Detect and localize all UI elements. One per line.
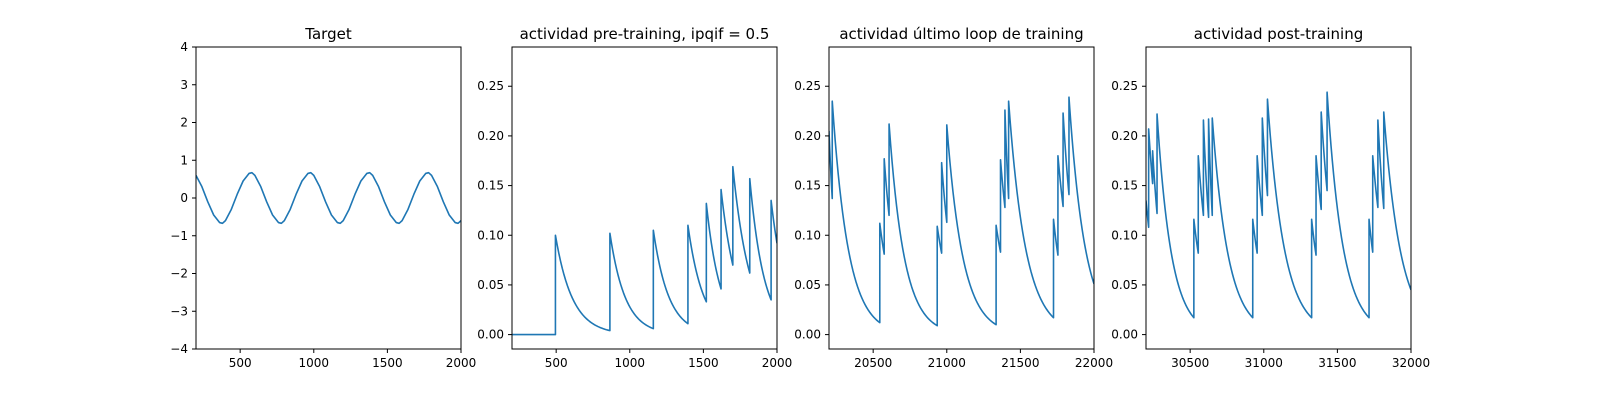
y-tick-label: 0.20 — [794, 129, 821, 143]
y-tick-label: 0.10 — [794, 228, 821, 242]
plot-area — [512, 165, 777, 336]
axes-frame — [511, 46, 778, 350]
y-tick-label: 0.15 — [1111, 179, 1138, 193]
y-axis-ticks: −4 −3 −2 −1 0 1 2 3 4 — [170, 40, 196, 356]
x-axis-ticks: 500 1000 1500 2000 — [545, 349, 793, 370]
x-tick-label: 30500 — [1171, 356, 1209, 370]
axes-frame — [1145, 46, 1412, 350]
x-tick-label: 31500 — [1318, 356, 1356, 370]
x-tick-label: 21000 — [928, 356, 966, 370]
subplot-title: Target — [304, 25, 352, 43]
plot-area — [1146, 91, 1411, 319]
y-axis-ticks: 0.00 0.05 0.10 0.15 0.20 0.25 — [477, 79, 512, 342]
x-tick-label: 22000 — [1075, 356, 1113, 370]
y-tick-label: 0.00 — [1111, 328, 1138, 342]
subplot-2: actividad pre-training, ipqif = 0.5 500 1… — [477, 25, 792, 370]
y-tick-label: 1 — [180, 153, 188, 167]
x-axis-ticks: 20500 21000 21500 22000 — [854, 349, 1113, 370]
subplot-1: Target 500 1000 1500 2000 −4 −3 −2 −1 0 1 2 3 4 — [170, 25, 476, 370]
y-tick-label: −3 — [170, 304, 188, 318]
x-tick-label: 2000 — [446, 356, 477, 370]
y-tick-label: 0.10 — [1111, 228, 1138, 242]
y-tick-label: 0 — [180, 191, 188, 205]
y-tick-label: −1 — [170, 229, 188, 243]
y-tick-label: 3 — [180, 78, 188, 92]
y-tick-label: 0.10 — [477, 228, 504, 242]
x-axis-ticks: 30500 31000 31500 32000 — [1171, 349, 1430, 370]
y-tick-label: 0.05 — [1111, 278, 1138, 292]
y-tick-label: 0.20 — [1111, 129, 1138, 143]
y-tick-label: 0.25 — [477, 79, 504, 93]
x-tick-label: 21500 — [1001, 356, 1039, 370]
x-tick-label: 20500 — [854, 356, 892, 370]
y-tick-label: 0.15 — [477, 179, 504, 193]
x-tick-label: 1500 — [688, 356, 719, 370]
plot-area — [196, 171, 461, 225]
series-line-1 — [829, 96, 1094, 327]
y-tick-label: 0.05 — [477, 278, 504, 292]
x-tick-label: 1000 — [299, 356, 330, 370]
y-tick-label: −4 — [170, 342, 188, 356]
y-axis-ticks: 0.00 0.05 0.10 0.15 0.20 0.25 — [794, 79, 829, 342]
subplot-title: actividad último loop de training — [839, 25, 1083, 43]
series-line-1 — [196, 171, 461, 225]
x-tick-label: 1000 — [615, 356, 646, 370]
x-tick-label: 31000 — [1245, 356, 1283, 370]
y-tick-label: 0.00 — [477, 328, 504, 342]
axes-frame — [828, 46, 1095, 350]
series-line-1 — [1146, 91, 1411, 319]
y-axis-ticks: 0.00 0.05 0.10 0.15 0.20 0.25 — [1111, 79, 1146, 342]
y-tick-label: 2 — [180, 116, 188, 130]
y-tick-label: 0.25 — [794, 79, 821, 93]
y-tick-label: 0.20 — [477, 129, 504, 143]
y-tick-label: 0.25 — [1111, 79, 1138, 93]
x-tick-label: 1500 — [372, 356, 403, 370]
subplot-4: actividad post-training 30500 31000 31500 3… — [1111, 25, 1430, 370]
x-tick-label: 500 — [229, 356, 252, 370]
subplot-title: actividad post-training — [1194, 25, 1363, 43]
series-line-1 — [512, 165, 777, 336]
plot-area — [829, 96, 1094, 327]
x-tick-label: 2000 — [762, 356, 793, 370]
y-tick-label: −2 — [170, 267, 188, 281]
y-tick-label: 4 — [180, 40, 188, 54]
subplot-3: actividad último loop de training 20500 2… — [794, 25, 1113, 370]
x-axis-ticks: 500 1000 1500 2000 — [229, 349, 477, 370]
y-tick-label: 0.05 — [794, 278, 821, 292]
y-tick-label: 0.15 — [794, 179, 821, 193]
subplot-title: actividad pre-training, ipqif = 0.5 — [520, 25, 770, 43]
y-tick-label: 0.00 — [794, 328, 821, 342]
x-tick-label: 500 — [545, 356, 568, 370]
x-tick-label: 32000 — [1392, 356, 1430, 370]
